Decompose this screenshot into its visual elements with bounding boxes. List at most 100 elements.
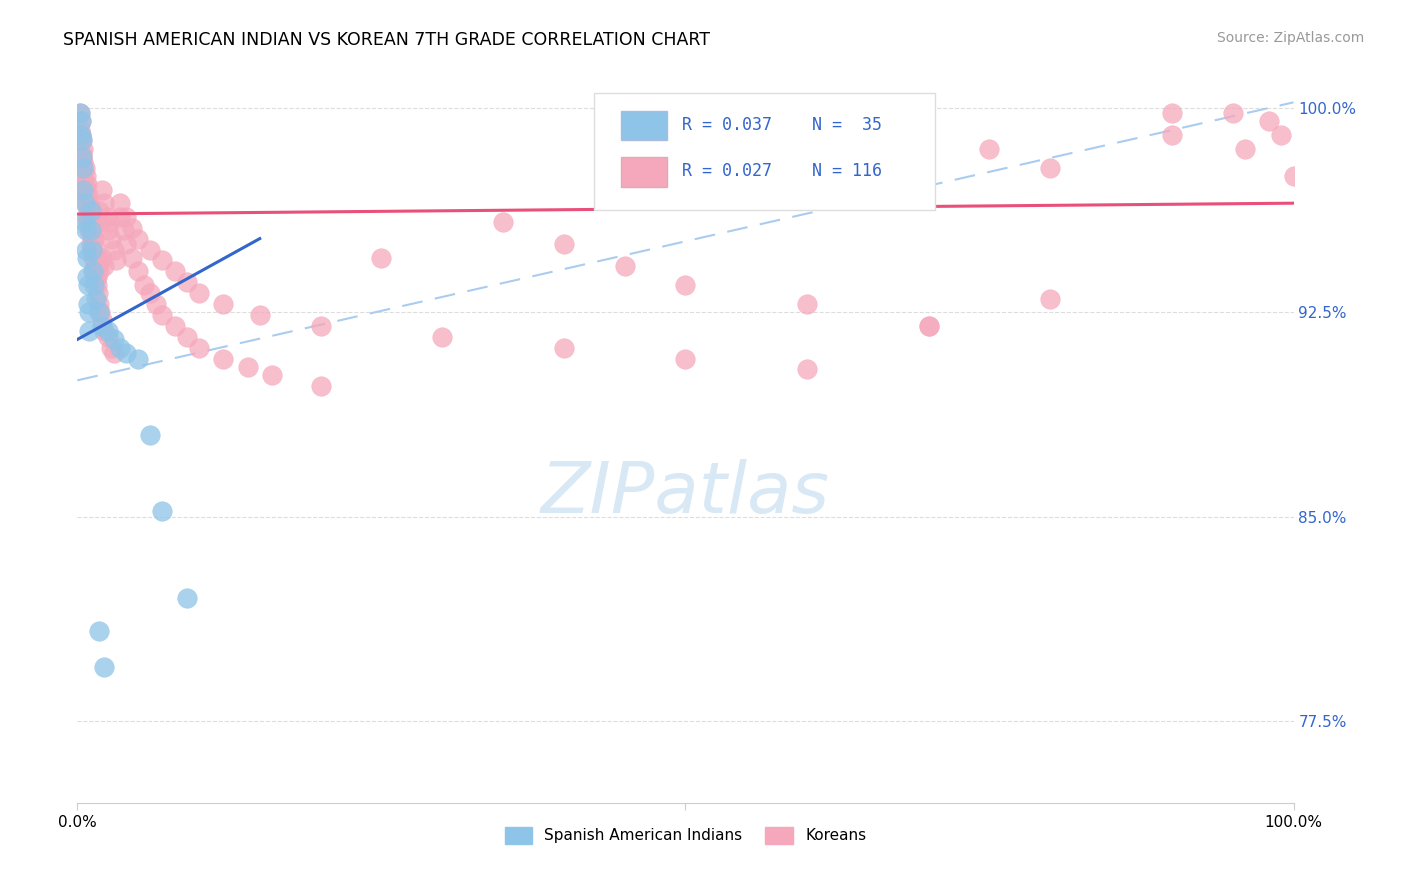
Point — [163, 318, 186, 333]
Point — [80, 243, 103, 257]
Point — [260, 368, 283, 382]
Point — [76, 210, 98, 224]
Point — [80, 215, 103, 229]
Point — [212, 351, 235, 366]
Point — [1222, 106, 1244, 120]
Point — [77, 188, 100, 202]
Point — [73, 161, 96, 175]
Point — [80, 223, 103, 237]
Point — [70, 133, 93, 147]
Point — [75, 196, 97, 211]
Point — [89, 297, 111, 311]
Point — [675, 277, 697, 292]
Point — [79, 324, 101, 338]
Point — [103, 346, 125, 360]
Point — [127, 351, 149, 366]
Point — [79, 196, 101, 211]
Point — [73, 196, 96, 211]
Text: SPANISH AMERICAN INDIAN VS KOREAN 7TH GRADE CORRELATION CHART: SPANISH AMERICAN INDIAN VS KOREAN 7TH GR… — [63, 31, 710, 49]
Point — [82, 264, 104, 278]
Point — [115, 210, 138, 224]
Point — [72, 155, 94, 169]
Bar — [621, 157, 668, 186]
Point — [176, 275, 198, 289]
Point — [249, 308, 271, 322]
Point — [1161, 106, 1184, 120]
Point — [152, 308, 174, 322]
Point — [103, 333, 125, 347]
Point — [115, 346, 138, 360]
Point — [93, 196, 115, 211]
Point — [613, 259, 636, 273]
Point — [70, 150, 93, 164]
Point — [108, 341, 131, 355]
Point — [188, 341, 211, 355]
Point — [90, 182, 112, 196]
Point — [139, 243, 162, 257]
Point — [108, 210, 131, 224]
Point — [1270, 128, 1292, 142]
Point — [86, 269, 108, 284]
Point — [70, 150, 93, 164]
Legend: Spanish American Indians, Koreans: Spanish American Indians, Koreans — [499, 821, 872, 850]
Point — [188, 286, 211, 301]
Point — [77, 277, 100, 292]
Point — [675, 351, 697, 366]
Point — [93, 324, 115, 338]
Point — [75, 223, 97, 237]
Text: R = 0.027    N = 116: R = 0.027 N = 116 — [682, 162, 882, 180]
Point — [97, 329, 120, 343]
Point — [90, 251, 112, 265]
Point — [1233, 142, 1256, 156]
Point — [90, 318, 112, 333]
Point — [309, 378, 332, 392]
Point — [139, 286, 162, 301]
Point — [93, 259, 115, 273]
Point — [796, 297, 818, 311]
Point — [553, 237, 575, 252]
Point — [121, 220, 143, 235]
Point — [86, 277, 108, 292]
Point — [84, 269, 107, 284]
Point — [236, 359, 259, 374]
Point — [69, 122, 91, 136]
Point — [72, 161, 94, 175]
Point — [100, 231, 122, 245]
Point — [70, 114, 93, 128]
Point — [97, 324, 120, 338]
Point — [1161, 128, 1184, 142]
Point — [83, 277, 105, 292]
Point — [72, 142, 94, 156]
Point — [97, 223, 120, 237]
Point — [82, 223, 104, 237]
Point — [1282, 169, 1305, 183]
Point — [70, 147, 93, 161]
Point — [127, 264, 149, 278]
Point — [145, 297, 167, 311]
Text: ZIPatlas: ZIPatlas — [541, 459, 830, 528]
Point — [979, 142, 1001, 156]
Point — [115, 237, 138, 252]
Point — [93, 659, 115, 673]
Bar — [621, 111, 668, 140]
Point — [73, 177, 96, 191]
Text: R = 0.037    N =  35: R = 0.037 N = 35 — [682, 116, 882, 134]
Point — [75, 169, 97, 183]
Point — [163, 264, 186, 278]
Point — [69, 106, 91, 120]
Point — [127, 231, 149, 245]
Point — [72, 182, 94, 196]
Point — [134, 277, 156, 292]
Point — [84, 243, 107, 257]
Point — [80, 204, 103, 219]
Point — [89, 264, 111, 278]
Point — [108, 196, 131, 211]
Point — [152, 253, 174, 268]
Point — [70, 114, 93, 128]
Point — [84, 259, 107, 273]
Point — [370, 251, 392, 265]
Point — [73, 182, 96, 196]
Point — [82, 243, 104, 257]
Point — [80, 237, 103, 252]
Point — [79, 223, 101, 237]
